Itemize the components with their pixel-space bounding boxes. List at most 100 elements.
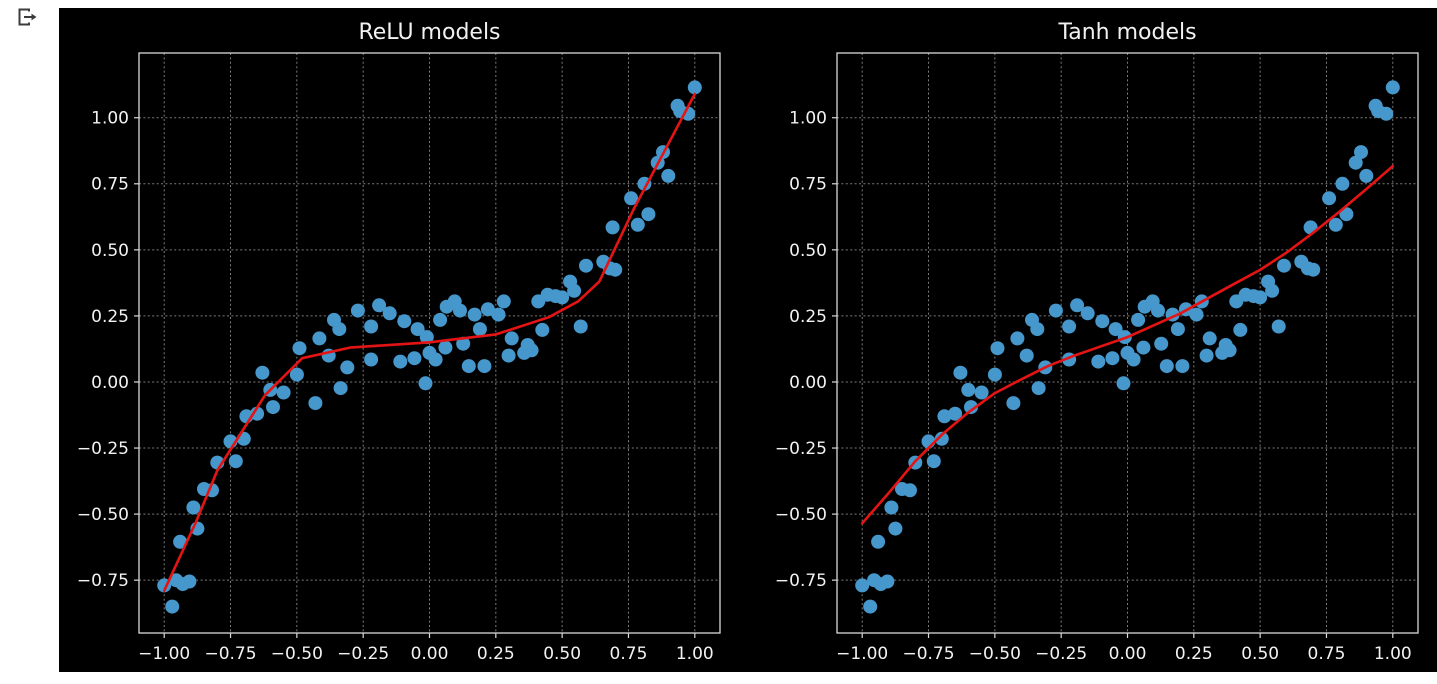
x-tick-label: −0.25 bbox=[337, 644, 389, 664]
scatter-point bbox=[333, 381, 348, 396]
scatter-point bbox=[1019, 348, 1034, 363]
y-tick-label: −0.25 bbox=[77, 439, 129, 459]
tanh-fit-curve bbox=[860, 164, 1395, 525]
scatter-point bbox=[855, 578, 870, 593]
scatter-point bbox=[1031, 381, 1046, 396]
y-tick-label: −0.50 bbox=[77, 505, 129, 525]
scatter-point bbox=[871, 534, 886, 549]
scatter-point bbox=[393, 354, 408, 369]
scatter-point bbox=[555, 290, 570, 305]
tanh-tick-labels: −1.00 −0.75 −0.50 −0.25 0.00 0.25 0.50 0.75 1.00… bbox=[775, 109, 1412, 664]
scatter-point bbox=[1277, 258, 1291, 273]
scatter-point bbox=[661, 168, 676, 183]
y-tick-label: 0.50 bbox=[91, 241, 129, 261]
relu-chart-title: ReLU models bbox=[358, 20, 500, 45]
y-tick-label: 0.25 bbox=[789, 307, 827, 327]
x-tick-label: 0.00 bbox=[411, 644, 449, 664]
scatter-point bbox=[624, 191, 639, 206]
scatter-point bbox=[1222, 343, 1237, 358]
scatter-point bbox=[438, 340, 453, 355]
x-tick-label: 0.50 bbox=[543, 644, 581, 664]
x-tick-label: 0.00 bbox=[1109, 644, 1147, 664]
scatter-point bbox=[1105, 351, 1120, 366]
scatter-point bbox=[1170, 322, 1185, 337]
x-tick-label: −1.00 bbox=[138, 644, 190, 664]
scatter-point bbox=[1091, 354, 1106, 369]
scatter-point bbox=[641, 207, 656, 222]
scatter-point bbox=[1151, 303, 1165, 318]
scatter-point bbox=[255, 365, 270, 380]
scatter-point bbox=[567, 283, 582, 298]
scatter-point bbox=[1328, 217, 1343, 232]
scatter-point bbox=[332, 322, 347, 337]
scatter-point bbox=[308, 396, 323, 411]
x-tick-label: −0.50 bbox=[271, 644, 323, 664]
scatter-point bbox=[504, 331, 519, 346]
scatter-point bbox=[1159, 359, 1174, 374]
scatter-point bbox=[903, 483, 917, 498]
y-tick-label: 0.25 bbox=[91, 307, 129, 327]
scatter-point bbox=[964, 400, 978, 415]
scatter-point bbox=[480, 302, 495, 317]
scatter-point bbox=[961, 382, 976, 397]
scatter-point bbox=[937, 409, 952, 424]
scatter-point bbox=[428, 352, 443, 367]
scatter-point bbox=[1030, 322, 1045, 337]
x-tick-label: 1.00 bbox=[676, 644, 714, 664]
scatter-point bbox=[1010, 331, 1025, 346]
x-tick-label: −0.50 bbox=[969, 644, 1021, 664]
x-tick-label: −0.25 bbox=[1035, 644, 1087, 664]
scatter-point bbox=[186, 500, 201, 515]
scatter-point bbox=[496, 294, 511, 309]
scatter-point bbox=[1233, 322, 1248, 337]
scatter-point bbox=[1385, 80, 1400, 95]
scatter-point bbox=[1359, 168, 1374, 183]
scatter-point bbox=[990, 341, 1005, 356]
y-tick-label: 0.00 bbox=[91, 373, 129, 393]
scatter-point bbox=[453, 303, 467, 318]
x-tick-label: −0.75 bbox=[204, 644, 256, 664]
scatter-point bbox=[477, 359, 492, 374]
scatter-point bbox=[1306, 262, 1321, 277]
scatter-point bbox=[289, 367, 304, 382]
relu-chart: −1.00 −0.75 −0.50 −0.25 0.00 0.25 0.50 0.75 1.00… bbox=[77, 20, 721, 664]
scatter-point bbox=[1154, 336, 1169, 351]
scatter-point bbox=[266, 400, 280, 415]
tanh-tick-marks bbox=[832, 117, 1394, 638]
scatter-point bbox=[1253, 290, 1268, 305]
scatter-point bbox=[948, 406, 963, 421]
scatter-point bbox=[364, 319, 379, 334]
matplotlib-figure: −1.00 −0.75 −0.50 −0.25 0.00 0.25 0.50 0.75 1.00… bbox=[59, 8, 1437, 672]
relu-fit-curve bbox=[162, 92, 697, 593]
scatter-point bbox=[934, 431, 949, 446]
scatter-point bbox=[926, 454, 941, 469]
y-tick-label: 0.75 bbox=[91, 175, 129, 195]
scatter-point bbox=[608, 262, 623, 277]
scatter-point bbox=[364, 352, 379, 367]
x-tick-label: 0.25 bbox=[1175, 644, 1213, 664]
tanh-gridlines bbox=[837, 53, 1418, 633]
scatter-point bbox=[687, 80, 702, 95]
scatter-point bbox=[182, 574, 197, 589]
scatter-point bbox=[1354, 145, 1368, 160]
scatter-point bbox=[410, 322, 425, 337]
x-tick-label: 0.75 bbox=[1308, 644, 1346, 664]
scatter-point bbox=[276, 385, 291, 400]
scatter-point bbox=[397, 314, 412, 329]
scatter-point bbox=[1339, 207, 1354, 222]
scatter-point bbox=[1322, 191, 1337, 206]
scatter-point bbox=[165, 599, 180, 614]
scatter-point bbox=[1335, 176, 1350, 191]
scatter-point bbox=[418, 376, 433, 391]
y-tick-label: −0.50 bbox=[775, 505, 827, 525]
scatter-point bbox=[461, 359, 476, 374]
figure-svg: −1.00 −0.75 −0.50 −0.25 0.00 0.25 0.50 0.75 1.00… bbox=[77, 20, 1419, 664]
x-tick-label: 0.50 bbox=[1241, 644, 1279, 664]
scatter-point bbox=[501, 348, 516, 363]
x-tick-label: 0.75 bbox=[610, 644, 648, 664]
scatter-point bbox=[1202, 331, 1217, 346]
x-tick-label: −0.75 bbox=[902, 644, 954, 664]
scatter-point bbox=[472, 322, 487, 337]
y-tick-label: 1.00 bbox=[789, 109, 827, 129]
x-tick-label: 1.00 bbox=[1374, 644, 1412, 664]
